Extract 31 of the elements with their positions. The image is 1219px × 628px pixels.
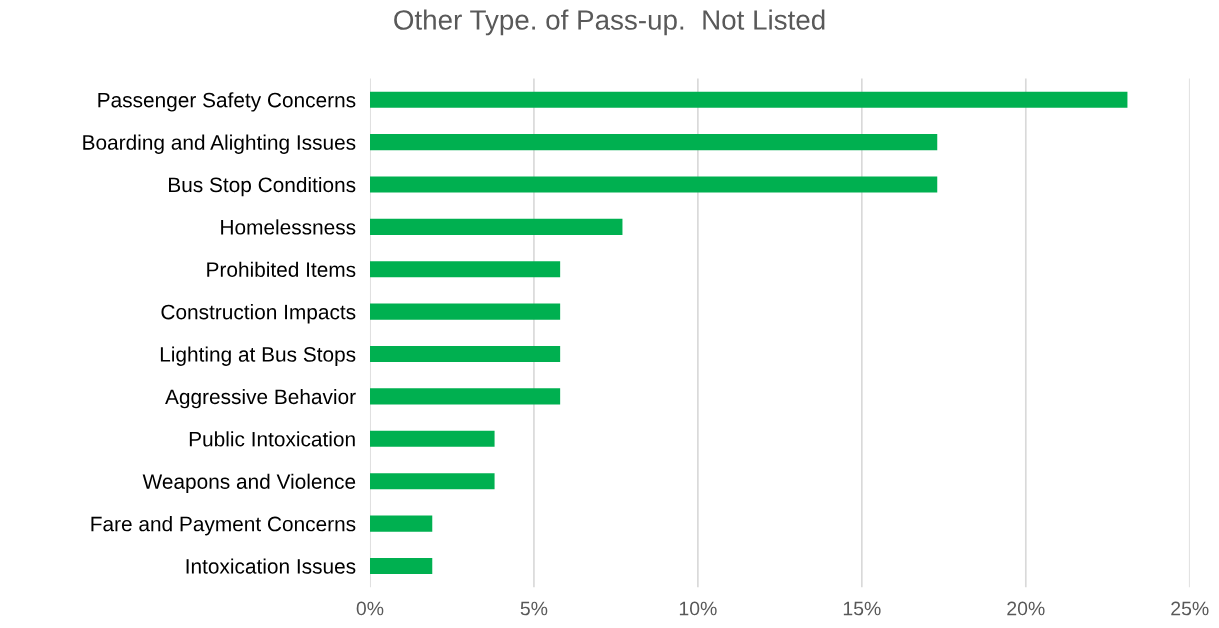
y-tick-label: Boarding and Alighting Issues	[83, 134, 356, 154]
bar	[369, 218, 623, 235]
y-tick-label: Public Intoxication	[189, 431, 355, 447]
y-tick-label: Aggressive Behavior	[165, 388, 356, 409]
y-tick-label: Construction Impacts	[161, 304, 356, 324]
y-tick-label: Intoxication Issues	[186, 558, 356, 574]
bar	[369, 515, 433, 532]
x-tick-label: 5%	[520, 601, 548, 616]
bar	[369, 134, 938, 151]
bar	[369, 473, 495, 490]
y-tick-label: Fare and Payment Concerns	[91, 516, 356, 536]
bar	[369, 261, 561, 278]
chart-title: Other Type. of Pass-up. Not Listed	[394, 9, 825, 36]
y-tick-label: Passenger Safety Concerns	[98, 92, 356, 112]
bar	[369, 303, 561, 320]
bar	[369, 91, 1128, 108]
bar	[369, 557, 433, 575]
bar	[369, 388, 561, 405]
bar	[369, 430, 495, 447]
bar	[369, 176, 938, 193]
y-tick-label: Bus Stop Conditions	[169, 176, 356, 197]
x-tick-label: 20%	[1007, 601, 1045, 616]
bar	[369, 345, 561, 363]
x-tick-label: 0%	[356, 601, 384, 616]
y-tick-label: Homelessness	[221, 219, 356, 235]
x-tick-label: 10%	[679, 601, 717, 616]
y-tick-label: Prohibited Items	[207, 261, 356, 278]
x-tick-label: 25%	[1171, 601, 1209, 616]
y-tick-label: Lighting at Bus Stops	[160, 346, 356, 366]
y-tick-label: Weapons and Violence	[142, 473, 356, 494]
x-tick-label: 15%	[843, 601, 881, 616]
